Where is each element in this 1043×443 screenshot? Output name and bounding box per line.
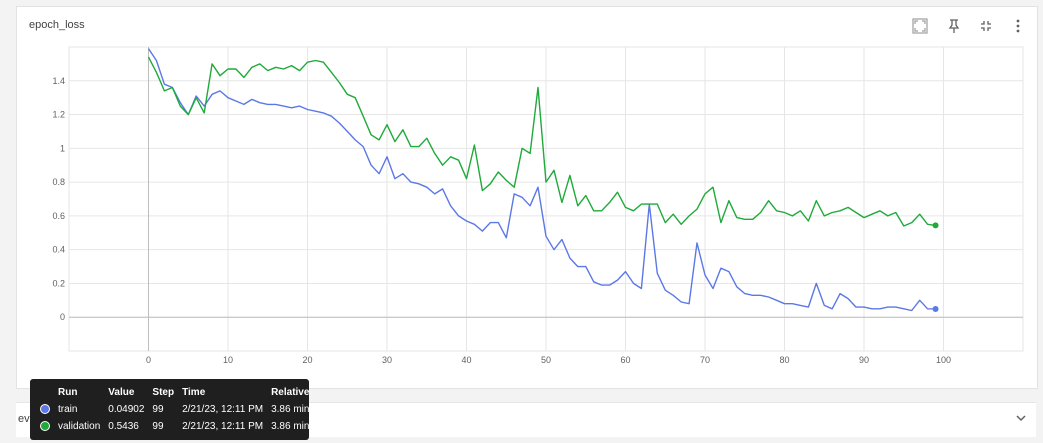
x-tick-label: 80 bbox=[779, 355, 789, 365]
tooltip-header-time: Time bbox=[182, 387, 206, 398]
y-tick-label: 0.8 bbox=[52, 177, 65, 187]
tooltip-time: 2/21/23, 12:11 PM bbox=[182, 421, 264, 432]
more-vert-icon[interactable] bbox=[1009, 17, 1027, 35]
tooltip-table: Run Value Step Time Relative train 0.049… bbox=[36, 384, 313, 435]
tooltip-step: 99 bbox=[152, 421, 164, 432]
x-tick-label: 40 bbox=[461, 355, 471, 365]
chart-title: epoch_loss bbox=[29, 19, 85, 31]
series-end-point-validation bbox=[932, 222, 939, 229]
tooltip-header-value: Value bbox=[108, 387, 135, 398]
tooltip-run: validation bbox=[58, 421, 101, 432]
tooltip-relative: 3.86 min bbox=[271, 404, 310, 415]
tooltip-step: 99 bbox=[152, 404, 164, 415]
x-tick-label: 30 bbox=[382, 355, 392, 365]
series-line-validation bbox=[147, 56, 936, 227]
tooltip-header-step: Step bbox=[152, 387, 175, 398]
x-tick-label: 100 bbox=[936, 355, 951, 365]
tooltip-header-relative: Relative bbox=[271, 387, 310, 398]
validation-color-dot bbox=[40, 420, 50, 431]
train-color-dot bbox=[40, 403, 50, 414]
series-line-train bbox=[147, 48, 936, 312]
x-tick-label: 10 bbox=[223, 355, 233, 365]
pin-icon[interactable] bbox=[945, 17, 963, 35]
y-tick-label: 0.6 bbox=[52, 211, 65, 221]
tooltip-value: 0.04902 bbox=[108, 404, 145, 415]
hover-tooltip: Run Value Step Time Relative train 0.049… bbox=[30, 379, 309, 440]
series-end-point-train bbox=[932, 305, 939, 312]
line-chart[interactable]: 0 10 20 30 40 50 60 70 80 90 100 0 0.2 0.4 0.6 0.8 1 1.2 1… bbox=[17, 7, 1037, 388]
y-tick-label: 1 bbox=[60, 143, 65, 153]
chevron-down-icon[interactable] bbox=[1012, 409, 1030, 427]
x-tick-label: 60 bbox=[620, 355, 630, 365]
tooltip-header-run: Run bbox=[58, 387, 78, 398]
x-tick-label: 50 bbox=[541, 355, 551, 365]
y-tick-label: 1.2 bbox=[52, 110, 65, 120]
y-tick-label: 0 bbox=[60, 312, 65, 322]
fit-domain-icon[interactable] bbox=[977, 17, 995, 35]
tooltip-relative: 3.86 min bbox=[271, 421, 310, 432]
x-tick-label: 90 bbox=[859, 355, 869, 365]
x-tick-label: 0 bbox=[146, 355, 151, 365]
tooltip-header-row: Run Value Step Time Relative bbox=[36, 384, 313, 401]
chart-card: epoch_loss 0 10 20 30 40 50 60 70 80 90 100 0 0.2 0.4… bbox=[16, 6, 1038, 389]
y-tick-label: 0.4 bbox=[52, 245, 65, 255]
tooltip-run: train bbox=[58, 404, 78, 415]
x-tick-label: 70 bbox=[700, 355, 710, 365]
y-tick-label: 0.2 bbox=[52, 278, 65, 288]
tooltip-row-train: train 0.04902 99 2/21/23, 12:11 PM 3.86 … bbox=[36, 401, 313, 418]
tooltip-value: 0.5436 bbox=[108, 421, 139, 432]
fullscreen-icon[interactable] bbox=[911, 17, 929, 35]
tooltip-row-validation: validation 0.5436 99 2/21/23, 12:11 PM 3… bbox=[36, 418, 313, 435]
tooltip-time: 2/21/23, 12:11 PM bbox=[182, 404, 264, 415]
y-tick-label: 1.4 bbox=[52, 76, 65, 86]
x-tick-label: 20 bbox=[302, 355, 312, 365]
